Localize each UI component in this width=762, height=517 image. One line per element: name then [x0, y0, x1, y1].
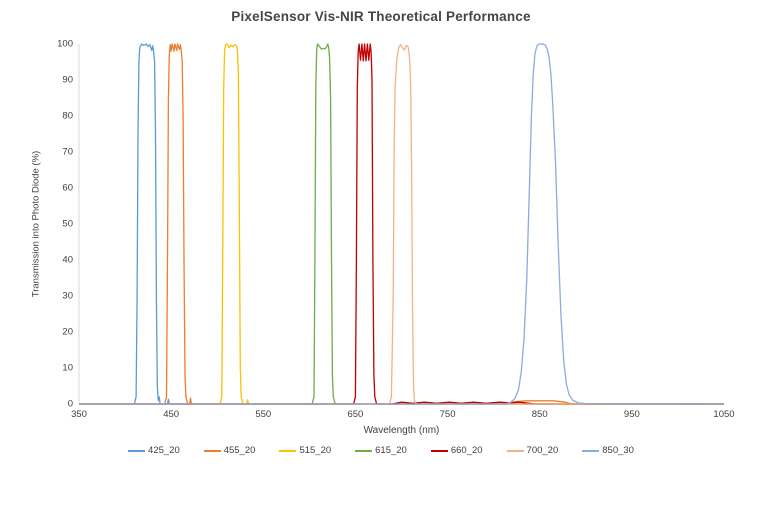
- x-tick-label: 1050: [713, 409, 735, 420]
- legend-item-615_20: 615_20: [355, 445, 407, 456]
- x-tick-label: 450: [163, 409, 180, 420]
- legend-swatch-455_20: [203, 449, 221, 452]
- y-tick-label: 80: [62, 110, 73, 122]
- series-line-850_30: [79, 43, 725, 405]
- legend-item-850_30: 850_30: [582, 445, 634, 456]
- legend-item-455_20: 455_20: [203, 445, 256, 456]
- x-tick-label: 650: [347, 409, 364, 420]
- y-tick-label: 60: [62, 182, 73, 194]
- legend-item-660_20: 660_20: [430, 445, 483, 456]
- x-tick-label: 850: [531, 409, 548, 420]
- y-tick-label: 50: [62, 218, 73, 230]
- y-tick-label: 10: [62, 362, 73, 374]
- y-tick-label: 70: [62, 146, 73, 158]
- x-axis-title: Wavelength (nm): [363, 425, 440, 436]
- legend-swatch-850_30: [582, 449, 600, 452]
- y-tick-label: 20: [62, 326, 73, 338]
- x-tick-label: 350: [71, 409, 87, 420]
- legend-item-700_20: 700_20: [506, 445, 559, 456]
- legend-label: 425_20: [148, 445, 180, 456]
- legend-item-515_20: 515_20: [279, 445, 331, 456]
- series-line-660_20: [79, 43, 724, 405]
- x-tick-label: 550: [255, 409, 272, 420]
- y-tick-label: 30: [62, 290, 73, 302]
- legend-swatch-660_20: [430, 449, 448, 452]
- y-tick-label: 0: [67, 398, 73, 410]
- x-tick-label: 950: [623, 409, 640, 420]
- legend-label: 850_30: [602, 445, 634, 456]
- legend-item-425_20: 425_20: [128, 445, 180, 456]
- y-tick-label: 90: [62, 74, 73, 86]
- legend-label: 515_20: [299, 445, 332, 456]
- legend-label: 455_20: [223, 445, 256, 456]
- legend: 425_20 455_20 515_20 615_20 660_20 700_20 850_…: [0, 445, 762, 456]
- legend-label: 615_20: [375, 445, 407, 456]
- series-line-455_20: [79, 43, 724, 405]
- x-tick-label: 750: [439, 409, 456, 420]
- legend-swatch-425_20: [128, 449, 146, 452]
- legend-swatch-700_20: [506, 449, 524, 452]
- series-line-615_20: [79, 43, 724, 405]
- legend-label: 660_20: [450, 445, 483, 456]
- series-line-515_20: [79, 43, 724, 405]
- y-tick-label: 100: [57, 38, 73, 50]
- series-line-700_20: [79, 44, 724, 405]
- y-tick-label: 40: [62, 254, 73, 266]
- legend-label: 700_20: [526, 445, 559, 456]
- legend-swatch-515_20: [279, 449, 297, 452]
- chart-title: PixelSensor Vis-NIR Theoretical Performa…: [231, 9, 531, 24]
- legend-swatch-615_20: [355, 449, 373, 452]
- series-line-425_20: [79, 43, 724, 405]
